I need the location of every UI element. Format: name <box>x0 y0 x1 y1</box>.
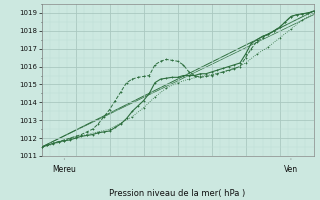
Text: Pression niveau de la mer( hPa ): Pression niveau de la mer( hPa ) <box>109 189 246 198</box>
Text: Ven: Ven <box>284 165 298 174</box>
Text: Mereu: Mereu <box>52 165 76 174</box>
